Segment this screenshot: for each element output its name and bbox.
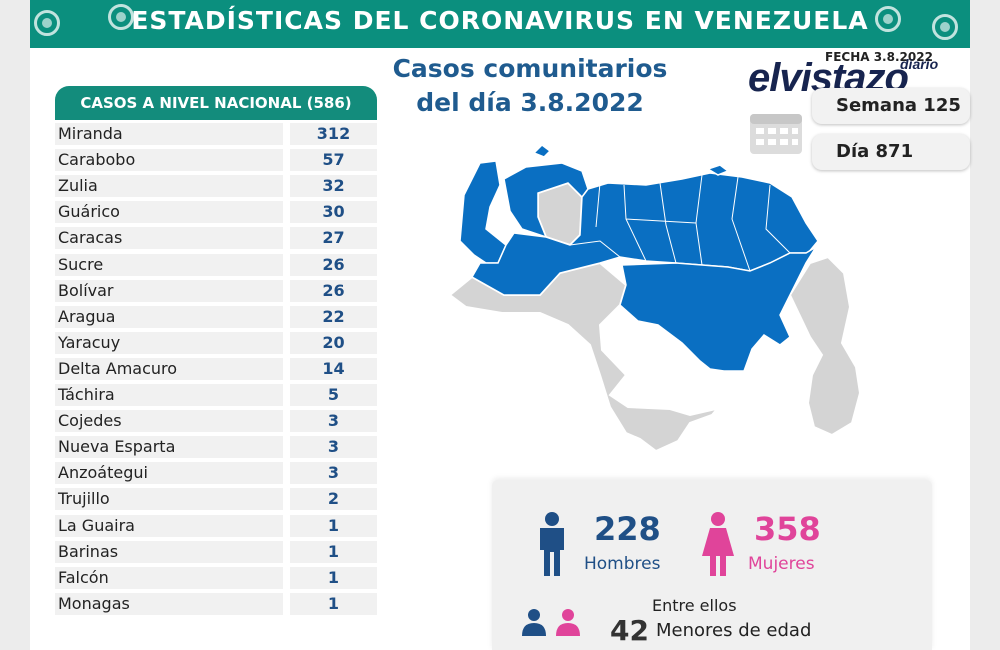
map-region-active (619, 246, 817, 372)
table-row: Bolívar 26 (55, 278, 377, 304)
entre-ellos-label: Entre ellos (652, 596, 737, 615)
state-name: Zulia (55, 175, 283, 198)
fecha-label: FECHA 3.8.2022 (825, 50, 933, 64)
state-cases: 14 (290, 357, 377, 380)
map-region-active (503, 162, 589, 239)
table-row: Miranda 312 (55, 121, 377, 147)
state-name: Guárico (55, 201, 283, 224)
state-cases: 5 (290, 384, 377, 406)
state-name: Anzoátegui (55, 462, 283, 485)
state-cases: 3 (290, 410, 377, 433)
state-cases: 2 (290, 488, 377, 511)
state-name: Bolívar (55, 279, 283, 302)
state-cases: 1 (290, 540, 377, 563)
state-name: Miranda (55, 123, 283, 145)
subtitle-line-1: Casos comunitarios (392, 54, 668, 83)
state-cases: 32 (290, 175, 377, 198)
map-region-active (532, 145, 552, 158)
menores-label: Menores de edad (656, 620, 812, 641)
table-row: Yaracuy 20 (55, 330, 377, 356)
header-banner: ESTADÍSTICAS DEL CORONAVIRUS EN VENEZUEL… (30, 0, 970, 48)
male-icon (540, 512, 564, 576)
table-row: Carabobo 57 (55, 147, 377, 173)
state-cases: 312 (290, 123, 377, 145)
semana-box: Semana 125 (812, 88, 970, 124)
subtitle: Casos comunitarios del día 3.8.2022 (380, 52, 680, 120)
state-name: Nueva Esparta (55, 436, 283, 459)
table-row: Barinas 1 (55, 539, 377, 565)
state-name: Monagas (55, 592, 283, 615)
state-name: Falcón (55, 566, 283, 589)
table-row: Cojedes 3 (55, 408, 377, 434)
mujeres-count: 358 (754, 510, 821, 548)
virus-icon (34, 10, 60, 36)
state-name: Carabobo (55, 149, 283, 172)
subtitle-line-2: del día 3.8.2022 (416, 88, 644, 117)
table-row: Nueva Esparta 3 (55, 434, 377, 460)
table-row: Táchira 5 (55, 382, 377, 408)
female-small-icon (556, 609, 580, 636)
state-cases: 26 (290, 279, 377, 302)
dia-box: Día 871 (812, 134, 970, 170)
state-name: Trujillo (55, 488, 283, 511)
calendar-icon (750, 114, 802, 154)
table-row: Anzoátegui 3 (55, 460, 377, 486)
mujeres-label: Mujeres (748, 554, 815, 574)
table-row: La Guaira 1 (55, 513, 377, 539)
state-cases: 1 (290, 514, 377, 537)
state-cases: 30 (290, 201, 377, 224)
table-row: Aragua 22 (55, 304, 377, 330)
hombres-count: 228 (594, 510, 661, 548)
state-name: Aragua (55, 305, 283, 328)
state-name: Barinas (55, 540, 283, 563)
map-region-inactive (788, 255, 862, 437)
hombres-label: Hombres (584, 554, 661, 574)
state-cases: 1 (290, 566, 377, 589)
state-cases: 22 (290, 305, 377, 328)
state-cases: 20 (290, 331, 377, 354)
logo-diario: diario (900, 56, 939, 72)
table-row: Trujillo 2 (55, 486, 377, 512)
female-icon (702, 512, 734, 576)
page-title: ESTADÍSTICAS DEL CORONAVIRUS EN VENEZUEL… (131, 6, 869, 35)
menores-count: 42 (610, 614, 649, 647)
state-name: Cojedes (55, 410, 283, 433)
virus-icon (875, 6, 901, 32)
table-row: Caracas 27 (55, 225, 377, 251)
state-name: Sucre (55, 253, 283, 276)
table-row: Delta Amacuro 14 (55, 356, 377, 382)
table-row: Monagas 1 (55, 591, 377, 617)
virus-icon (932, 14, 958, 40)
state-cases: 57 (290, 149, 377, 172)
virus-icon (108, 4, 134, 30)
table-row: Zulia 32 (55, 173, 377, 199)
state-cases: 27 (290, 227, 377, 250)
state-name: Yaracuy (55, 331, 283, 354)
map-region-inactive (450, 261, 727, 453)
venezuela-map (450, 145, 862, 453)
table-header: CASOS A NIVEL NACIONAL (586) (55, 86, 377, 120)
table-row: Sucre 26 (55, 252, 377, 278)
state-cases: 3 (290, 462, 377, 485)
map-region-active (706, 164, 730, 176)
map-state-borders (569, 174, 791, 272)
stats-panel: 228 Hombres 358 Mujeres Entre ellos 42 M… (492, 480, 932, 650)
state-name: Táchira (55, 384, 283, 406)
male-small-icon (522, 609, 546, 636)
state-cases: 1 (290, 592, 377, 615)
table-row: Falcón 1 (55, 565, 377, 591)
table-row: Guárico 30 (55, 199, 377, 225)
map-region-active (459, 160, 507, 264)
state-name: Caracas (55, 227, 283, 250)
state-cases: 3 (290, 436, 377, 459)
state-cases: 26 (290, 253, 377, 276)
state-name: Delta Amacuro (55, 357, 283, 380)
state-name: La Guaira (55, 514, 283, 537)
